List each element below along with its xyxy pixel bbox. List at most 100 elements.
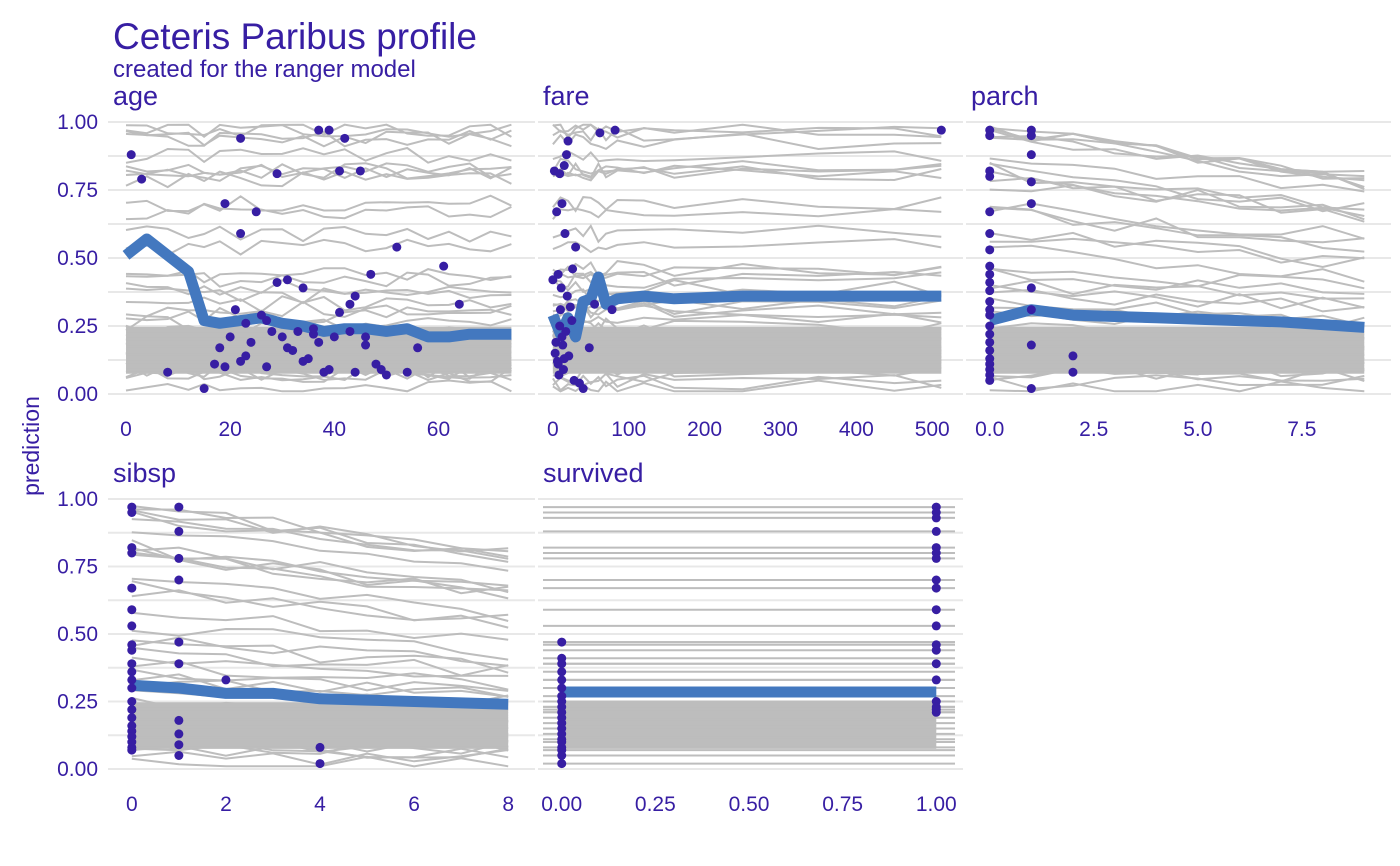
observation-point xyxy=(350,291,360,301)
y-tick-label: 1.00 xyxy=(57,111,98,134)
observation-point xyxy=(931,583,941,593)
mean-profile-line xyxy=(988,304,1365,333)
observation-point xyxy=(1026,177,1036,187)
panel-title: age xyxy=(113,81,158,111)
profile-line xyxy=(131,505,509,563)
profile-line xyxy=(131,660,509,691)
observation-point xyxy=(127,605,137,615)
observation-point xyxy=(1026,305,1036,315)
observation-point xyxy=(607,305,617,315)
observation-point xyxy=(272,169,282,179)
observation-point xyxy=(361,340,371,350)
observation-point xyxy=(985,321,995,331)
x-tick-label: 100 xyxy=(611,418,646,441)
profile-line xyxy=(131,518,509,560)
observation-point xyxy=(985,297,995,307)
profile-line xyxy=(131,546,509,594)
x-tick-label: 6 xyxy=(408,793,420,816)
observation-point xyxy=(556,283,566,293)
x-tick-label: 300 xyxy=(763,418,798,441)
observation-point xyxy=(163,367,173,377)
observation-point xyxy=(335,307,345,317)
observation-point xyxy=(557,691,567,701)
observation-point xyxy=(985,337,995,347)
observation-point xyxy=(569,375,579,385)
observation-point xyxy=(221,675,231,685)
observation-point xyxy=(551,337,561,347)
x-tick-label: 40 xyxy=(323,418,346,441)
x-tick-label: 0 xyxy=(126,793,138,816)
observation-point xyxy=(174,553,184,563)
observation-point xyxy=(931,526,941,536)
observation-point xyxy=(557,332,567,342)
profile-line xyxy=(125,225,512,243)
profile-line xyxy=(989,162,1365,213)
observation-points xyxy=(557,502,941,769)
observation-point xyxy=(335,166,345,176)
observation-point xyxy=(931,705,941,715)
observation-point xyxy=(557,675,567,685)
observation-point xyxy=(366,269,376,279)
x-tick-label: 5.0 xyxy=(1183,418,1212,441)
observation-point xyxy=(985,261,995,271)
observation-point xyxy=(553,269,563,279)
profile-line xyxy=(552,161,942,180)
x-tick-label: 500 xyxy=(915,418,950,441)
observation-point xyxy=(560,229,570,239)
observation-point xyxy=(1026,131,1036,141)
observation-point xyxy=(355,166,365,176)
observation-point xyxy=(127,697,137,706)
y-tick-label: 1.00 xyxy=(57,488,98,511)
observation-point xyxy=(345,299,355,309)
observation-point xyxy=(282,275,292,285)
x-tick-label: 0 xyxy=(120,418,132,441)
observation-point xyxy=(308,324,318,334)
observation-point xyxy=(985,345,995,355)
observation-point xyxy=(324,125,334,135)
x-tick-label: 0 xyxy=(547,418,559,441)
individual-profiles xyxy=(125,123,512,393)
observation-point xyxy=(557,751,567,760)
observation-point xyxy=(557,667,567,677)
observation-point xyxy=(174,502,184,512)
observation-point xyxy=(439,261,449,271)
x-tick-label: 60 xyxy=(427,418,450,441)
observation-point xyxy=(985,329,995,339)
observation-point xyxy=(127,548,137,558)
observation-point xyxy=(241,351,251,361)
profile-line xyxy=(131,589,509,622)
observation-point xyxy=(563,136,573,146)
observation-point xyxy=(298,356,308,366)
profile-line xyxy=(989,267,1365,295)
profile-line xyxy=(989,170,1365,221)
observation-point xyxy=(381,370,391,380)
observation-point xyxy=(1068,351,1078,361)
observation-point xyxy=(236,133,246,143)
observation-point xyxy=(251,207,261,217)
observation-point xyxy=(1026,283,1036,293)
observation-point xyxy=(610,125,620,135)
panel-fare: fare 0 100 200 300 400 500 xyxy=(538,81,963,441)
panel-age: age 0.00 0.25 0.50 0.75 1.00 0 20 40 60 xyxy=(57,81,535,441)
observation-point xyxy=(246,337,256,347)
profile-line xyxy=(131,611,509,641)
observation-point xyxy=(371,359,381,369)
observation-point xyxy=(220,362,230,372)
profile-line xyxy=(125,300,512,318)
profile-line xyxy=(131,636,509,667)
profile-line xyxy=(131,551,509,595)
observation-point xyxy=(272,277,282,287)
observation-point xyxy=(590,299,600,309)
observation-point xyxy=(174,715,184,725)
observation-point xyxy=(241,318,251,328)
profile-line xyxy=(552,164,942,179)
panel-parch: parch 0.0 2.5 5.0 7.5 xyxy=(966,81,1391,441)
observation-point xyxy=(454,299,464,309)
observation-point xyxy=(931,553,941,563)
profile-line xyxy=(125,238,512,257)
observation-point xyxy=(127,508,137,517)
observation-point xyxy=(127,713,137,723)
observation-points xyxy=(127,502,325,769)
panel-title: fare xyxy=(543,81,590,111)
